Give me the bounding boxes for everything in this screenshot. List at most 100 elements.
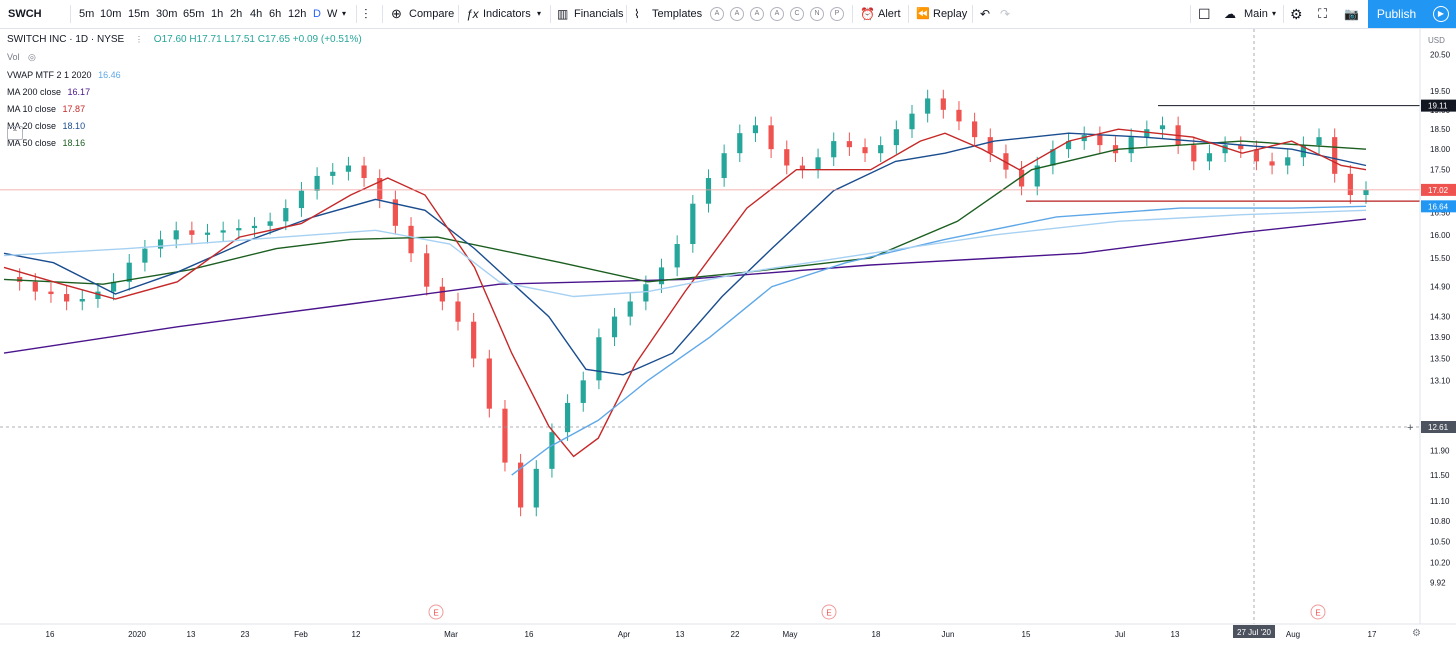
candle-body <box>1065 141 1072 150</box>
chevron-down-icon[interactable]: ▾ <box>537 9 542 18</box>
alert-button[interactable]: Alert <box>878 8 901 20</box>
candle-body <box>424 253 430 287</box>
price-tick-label: 19.50 <box>1430 87 1451 96</box>
financials-button[interactable]: Financials <box>574 8 624 20</box>
alert-circle-a[interactable]: A <box>710 7 724 21</box>
cloud-icon[interactable]: ☁ <box>1224 7 1236 21</box>
price-badge <box>1421 200 1456 213</box>
interval-6h[interactable]: 6h <box>269 8 282 20</box>
camera-icon[interactable]: 📷 <box>1344 7 1359 21</box>
candle-body <box>189 230 195 235</box>
candlestick-icon[interactable]: ⫶ <box>364 6 368 22</box>
volume-row: Vol ◎ <box>7 52 36 63</box>
time-ticks[interactable]: 16 2020 13 23 Feb 12 Mar 16 Apr 13 22 May 18 Jun 15 Jul… <box>46 630 1377 639</box>
replay-icon[interactable]: ⏪ <box>916 8 930 20</box>
plus-icon[interactable]: + <box>1407 422 1413 434</box>
interval-4h[interactable]: 4h <box>250 8 263 20</box>
earnings-marker-icon[interactable] <box>1310 604 1326 620</box>
indicators-button[interactable]: Indicators <box>483 8 531 20</box>
interval-2h[interactable]: 2h <box>230 8 243 20</box>
alert-circle-a[interactable]: A <box>750 7 764 21</box>
earnings-marker-icon[interactable] <box>428 604 444 620</box>
candle-body <box>1206 153 1213 162</box>
collapse-legend-icon[interactable]: ⌃ <box>7 126 23 140</box>
chevron-down-icon[interactable]: ▾ <box>342 9 347 18</box>
indicator-row: MA 10 close 17.87 <box>7 104 85 114</box>
redo-icon[interactable]: ↷ <box>1000 7 1011 21</box>
candle-body <box>79 298 85 302</box>
series-line <box>3 218 1367 354</box>
candle-body <box>737 133 743 154</box>
fullscreen-box-icon[interactable]: ☐ <box>1198 6 1211 22</box>
symbol-title: SWITCH INC · 1D · NYSE <box>7 34 125 45</box>
compare-button[interactable]: Compare <box>409 8 455 20</box>
interval-12h[interactable]: 12h <box>288 8 307 20</box>
interval-15m[interactable]: 15m <box>128 8 150 20</box>
expand-icon[interactable]: ⛶ <box>1318 6 1328 21</box>
indicator-row: MA 200 close 16.17 <box>7 87 90 97</box>
candle-body <box>784 149 790 166</box>
candle-body <box>862 147 868 154</box>
candle-body <box>893 129 899 146</box>
interval-10m[interactable]: 10m <box>100 8 122 20</box>
interval-65m[interactable]: 65m <box>183 8 205 20</box>
candle-body <box>972 121 978 138</box>
symbol-search[interactable]: SWCH <box>8 8 42 20</box>
candle-body <box>705 178 712 204</box>
series-line <box>511 205 1367 476</box>
candle-body <box>878 145 884 154</box>
crosshair-price-badge <box>1421 421 1456 433</box>
layout-selector[interactable]: Main <box>1244 8 1268 20</box>
templates-button[interactable]: Templates <box>652 8 703 20</box>
undo-icon[interactable]: ↶ <box>980 7 991 21</box>
settings-gear-icon[interactable]: ⚙ <box>1412 628 1421 639</box>
chevron-down-icon[interactable]: ▾ <box>1272 9 1277 18</box>
price-badge <box>1421 183 1456 196</box>
price-tick-label: 13.90 <box>1430 333 1451 342</box>
play-icon[interactable]: ▶ <box>1425 0 1456 28</box>
candle-body <box>564 402 571 433</box>
price-badge-label: 16.64 <box>1428 202 1449 211</box>
divider <box>1283 5 1284 23</box>
indicator-row: MA 20 close 18.10 <box>7 121 85 131</box>
candle-body <box>283 208 289 222</box>
candle-body <box>110 281 117 292</box>
ohlc-values: O17.60 H17.71 L17.51 C17.65 +0.09 (+0.51… <box>153 34 362 45</box>
interval-w[interactable]: W <box>327 8 338 20</box>
replay-button[interactable]: Replay <box>933 8 968 20</box>
alarm-clock-icon[interactable]: ⏰ <box>860 7 875 21</box>
alert-circle-p[interactable]: P <box>830 7 844 21</box>
candle-body <box>956 109 962 122</box>
price-badge <box>1421 99 1456 112</box>
price-chart[interactable]: EEE USD 20.5019.5019.0018.5018.0017.5016… <box>0 29 1456 649</box>
interval-30m[interactable]: 30m <box>156 8 178 20</box>
candle-body <box>768 125 774 150</box>
alert-circle-a[interactable]: A <box>770 7 784 21</box>
alert-circle-n[interactable]: N <box>810 7 824 21</box>
gear-icon[interactable]: ⚙ <box>1290 6 1303 22</box>
alert-circle-c[interactable]: C <box>790 7 804 21</box>
eye-off-icon[interactable]: ◎ <box>28 52 36 62</box>
function-icon[interactable]: ƒx <box>466 7 479 21</box>
interval-d[interactable]: D <box>313 8 321 20</box>
time-tick-label: May <box>782 630 797 639</box>
publish-button[interactable]: Publish <box>1368 0 1425 28</box>
earnings-marker-icon[interactable] <box>821 604 837 620</box>
candle-body <box>580 380 586 403</box>
candle-body <box>815 157 821 170</box>
candle-body <box>314 175 320 191</box>
price-tick-label: 18.50 <box>1430 125 1451 134</box>
bar-chart-icon[interactable]: ▥ <box>557 7 569 21</box>
interval-5m[interactable]: 5m <box>79 8 95 20</box>
plus-circle-icon[interactable]: ⊕ <box>391 6 402 21</box>
time-tick-label: 23 <box>241 630 250 639</box>
candle-body <box>439 286 445 302</box>
dots-icon[interactable]: ⋮ <box>135 35 144 44</box>
alert-circle-a[interactable]: A <box>730 7 744 21</box>
interval-1h[interactable]: 1h <box>211 8 224 20</box>
indicator-label: MA 200 close <box>7 87 62 97</box>
candle-body <box>95 291 101 299</box>
templates-icon[interactable]: ⌇ <box>634 7 640 21</box>
price-tick-label: 10.20 <box>1430 558 1451 567</box>
